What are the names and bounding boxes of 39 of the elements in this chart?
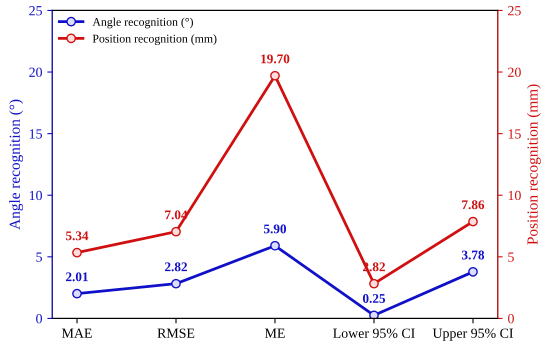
x-tick-label: ME [264,328,285,338]
x-tick-label: MAE [62,328,92,338]
y2-tick-label: 5 [508,252,514,262]
y2-tick-label: 20 [508,68,521,77]
legend-label: Angle recognition (°) [92,18,193,28]
y-tick-label: 10 [30,190,42,200]
x-tick-label: Upper 95% CI [432,328,514,341]
point [72,288,82,299]
x-tick-label: Lower 95% CI [333,328,415,338]
point [171,278,181,289]
point [468,266,478,277]
y2-tick-label: 0 [508,314,514,324]
point [369,278,379,289]
data-label: 5.90 [264,224,286,234]
y-tick-label: 5 [36,252,42,262]
point [270,240,280,251]
y-tick-label: 15 [30,129,42,139]
data-label: 2.01 [66,272,88,282]
point [270,70,280,81]
data-label: 5.34 [66,231,88,240]
data-label: 19.70 [261,54,290,64]
data-label: 2.82 [165,262,187,272]
point [171,226,181,237]
y-axis-title: Angle recognition (°) [9,100,24,230]
data-label: 0.25 [362,294,386,303]
point [72,248,82,258]
y2-tick-label: 10 [508,190,521,200]
point [369,310,379,318]
y-tick-label: 25 [29,6,42,16]
legend-label: Position recognition (mm) [92,34,216,46]
data-label: 3.78 [462,250,484,260]
y2-tick-label: 25 [508,6,521,16]
data-label: 7.86 [462,200,484,210]
y2-axis-title: Position recognition (mm) [526,84,541,245]
y-tick-label: 20 [29,68,42,77]
y-tick-label: 0 [36,314,42,324]
y2-tick-label: 15 [508,129,521,139]
x-tick-label: RMSE [157,328,194,338]
point [468,216,478,226]
